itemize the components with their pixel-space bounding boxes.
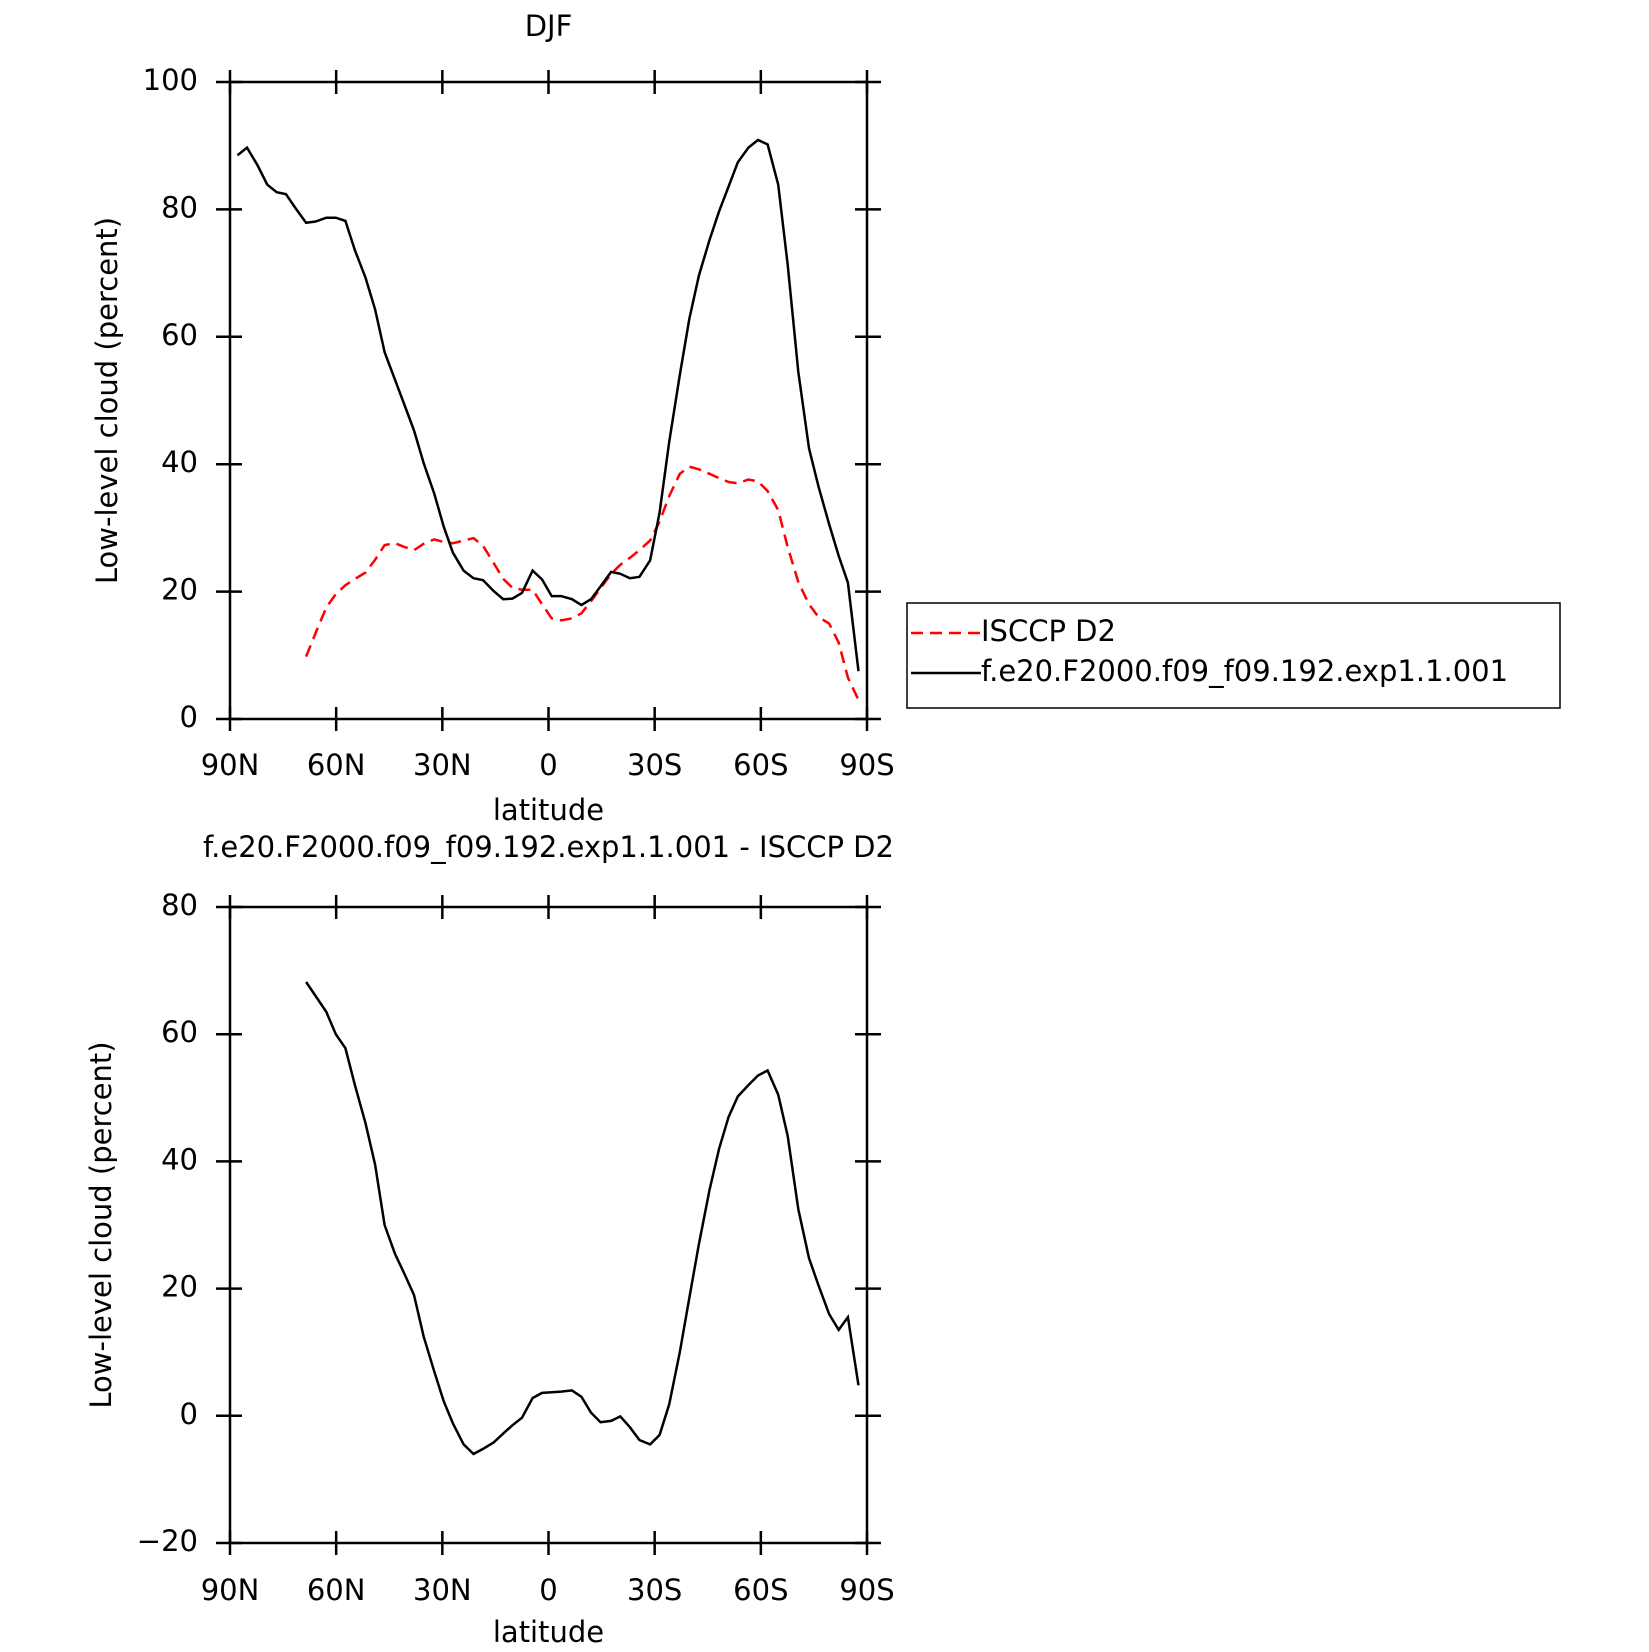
x-tick-label: 60S xyxy=(733,1573,788,1607)
x-tick-label: 60S xyxy=(733,748,788,782)
y-tick-label: 20 xyxy=(161,1270,198,1304)
x-tick-label: 60N xyxy=(307,748,366,782)
x-axis-label: latitude xyxy=(493,793,604,827)
legend-label: f.e20.F2000.f09_f09.192.exp1.1.001 xyxy=(981,654,1508,688)
y-tick-label: 40 xyxy=(161,445,198,479)
x-tick-label: 0 xyxy=(539,1573,557,1607)
y-tick-label: −20 xyxy=(137,1524,198,1558)
y-tick-label: 0 xyxy=(180,1397,198,1431)
x-tick-label: 90N xyxy=(201,1573,260,1607)
x-tick-label: 60N xyxy=(307,1573,366,1607)
y-tick-label: 40 xyxy=(161,1142,198,1176)
x-tick-label: 30N xyxy=(413,1573,472,1607)
chart-title: f.e20.F2000.f09_f09.192.exp1.1.001 - ISC… xyxy=(203,830,894,864)
y-axis-label: Low-level cloud (percent) xyxy=(90,217,124,584)
y-tick-label: 80 xyxy=(161,888,198,922)
plot-frame xyxy=(228,905,869,1545)
y-tick-label: 20 xyxy=(161,573,198,607)
legend: ISCCP D2 f.e20.F2000.f09_f09.192.exp1.1.0… xyxy=(906,602,1561,709)
chart-title: DJF xyxy=(525,9,573,43)
x-axis-label: latitude xyxy=(493,1615,604,1649)
x-tick-label: 30S xyxy=(627,1573,682,1607)
y-tick-label: 60 xyxy=(161,1015,198,1049)
x-tick-label: 90S xyxy=(839,748,894,782)
y-tick-label: 60 xyxy=(161,318,198,352)
x-tick-label: 0 xyxy=(539,748,557,782)
series-line xyxy=(304,465,860,701)
series-line xyxy=(305,981,860,1456)
y-tick-label: 0 xyxy=(180,700,198,734)
x-tick-label: 30N xyxy=(413,748,472,782)
y-tick-label: 80 xyxy=(161,190,198,224)
x-tick-label: 30S xyxy=(627,748,682,782)
legend-label: ISCCP D2 xyxy=(981,614,1116,648)
series-line xyxy=(236,138,860,672)
x-tick-label: 90S xyxy=(839,1573,894,1607)
x-tick-label: 90N xyxy=(201,748,260,782)
y-tick-label: 100 xyxy=(143,63,198,97)
y-axis-label: Low-level cloud (percent) xyxy=(84,1041,118,1408)
plot-frame xyxy=(228,80,869,721)
legend-box xyxy=(906,602,1561,709)
